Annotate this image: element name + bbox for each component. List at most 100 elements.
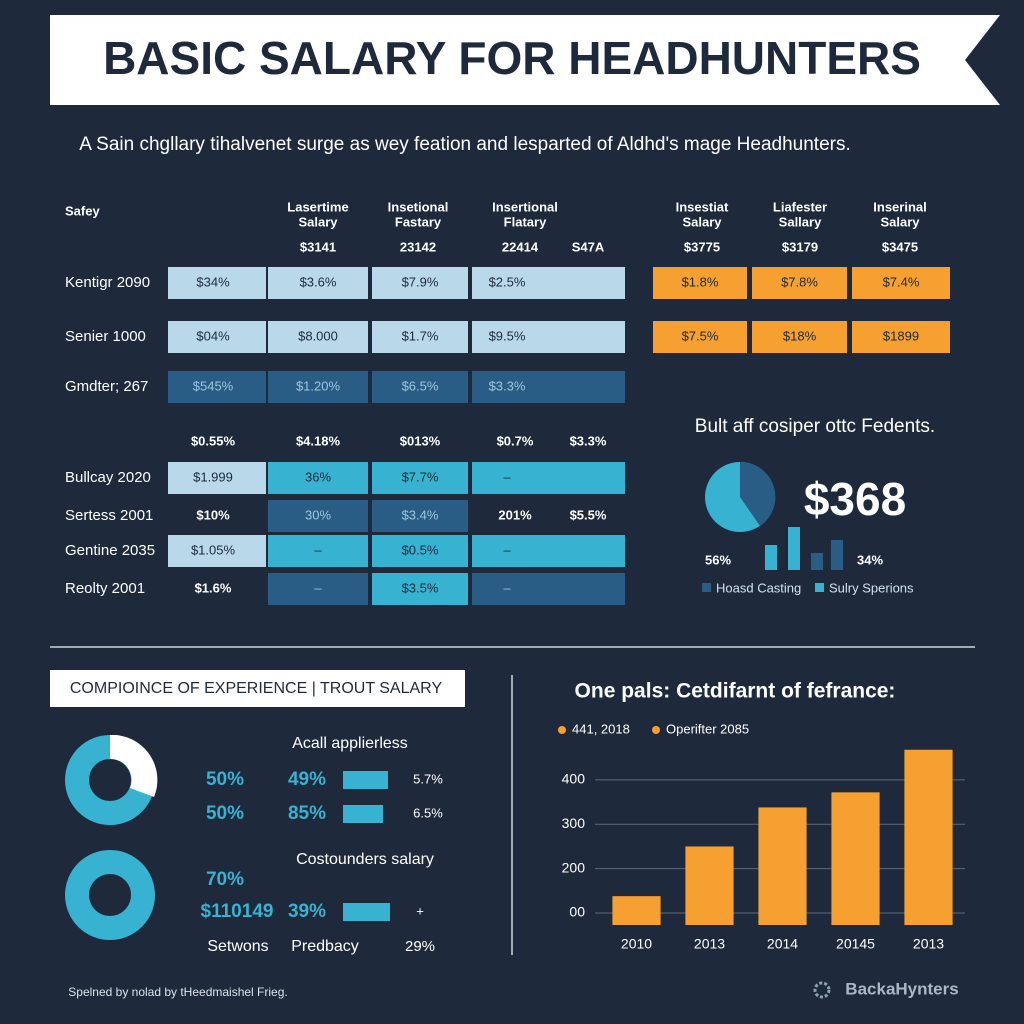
pct: $110149 <box>201 901 274 922</box>
section-title: COMPIOINCE OF EXPERIENCE | TROUT SALARY <box>70 680 443 697</box>
cell-text: $1899 <box>883 328 919 343</box>
row-label: Reolty 2001 <box>65 580 145 597</box>
x-tick-label: 2010 <box>621 936 652 952</box>
cell <box>168 267 266 299</box>
cell <box>852 321 950 353</box>
cell-text: $8.000 <box>298 328 338 343</box>
legend-dot <box>652 726 660 734</box>
x-tick-label: 2013 <box>913 936 944 952</box>
cell-text: $7.7% <box>402 469 439 484</box>
legend-label: 441, 2018 <box>572 721 630 736</box>
cell <box>372 462 468 494</box>
subheader: $3775 <box>684 239 720 254</box>
pct: 85% <box>288 803 326 824</box>
y-tick-label: 400 <box>562 771 586 787</box>
heading: Costounders salary <box>296 851 434 868</box>
cell <box>168 535 266 567</box>
row-label: Senier 1000 <box>65 328 146 345</box>
table-corner: Safey <box>65 203 100 218</box>
column-header: Liafester <box>773 199 827 214</box>
heading: Acall applierless <box>292 735 408 752</box>
subheader: $3.3% <box>570 433 607 448</box>
cell-text: $18% <box>783 328 817 343</box>
subheader: S47A <box>572 239 605 254</box>
cell <box>472 462 625 494</box>
cell-text: $34% <box>196 274 230 289</box>
cell-text: – <box>503 542 511 557</box>
cell <box>653 267 747 299</box>
cell-text: 36% <box>305 469 331 484</box>
x-tick-label: 2014 <box>767 936 798 952</box>
legend-swatch <box>815 583 824 592</box>
column-header: Insertional <box>492 199 558 214</box>
bar <box>612 896 661 925</box>
brand: BackaHynters <box>845 979 958 998</box>
pct: 49% <box>288 769 326 790</box>
legend-label: Operifter 2085 <box>666 721 749 736</box>
panel-right-pct: 34% <box>857 552 883 567</box>
x-tick-label: 20145 <box>836 936 875 952</box>
cell <box>168 462 266 494</box>
bar-swatch <box>343 903 390 921</box>
row-label: Sertess 2001 <box>65 507 153 524</box>
y-tick-label: 300 <box>562 815 586 831</box>
pct: 70% <box>206 869 244 890</box>
subheader: $0.55% <box>191 433 236 448</box>
bar <box>831 792 880 925</box>
big-value: $368 <box>804 473 906 525</box>
cell-text: $7.9% <box>402 274 439 289</box>
cell-text: – <box>314 580 322 595</box>
cell <box>372 371 468 403</box>
cell <box>268 500 368 532</box>
cell-text: $0.5% <box>402 542 439 557</box>
cell <box>852 267 950 299</box>
pct: 39% <box>288 901 326 922</box>
pct: 6.5% <box>413 805 443 820</box>
subtitle: A Sain chgllary tihalvenet surge as wey … <box>79 134 851 155</box>
bar <box>685 846 734 925</box>
mini-bar <box>811 553 823 570</box>
cell-text: $6.5% <box>402 378 439 393</box>
column-header: Salary <box>880 214 920 229</box>
cell <box>752 321 847 353</box>
label: Setwons <box>207 938 268 955</box>
subheader: $3141 <box>300 239 336 254</box>
legend-label: Sulry Sperions <box>829 580 914 595</box>
column-header: Fastary <box>395 214 442 229</box>
cell-text: $3.5% <box>402 580 439 595</box>
bar-swatch <box>343 805 383 823</box>
bar <box>904 749 953 925</box>
cell <box>472 371 625 403</box>
title-banner <box>50 15 1000 105</box>
donut <box>65 850 155 940</box>
column-header: Lasertime <box>287 199 348 214</box>
row-label: Bullcay 2020 <box>65 469 151 486</box>
pct: 50% <box>206 769 244 790</box>
cell-text: $10% <box>196 507 230 522</box>
mini-bar <box>788 527 800 570</box>
legend-swatch <box>702 583 711 592</box>
cell <box>752 267 847 299</box>
cell-text: $545% <box>193 378 234 393</box>
donut-slice <box>110 734 158 797</box>
cell-text: $1.8% <box>682 274 719 289</box>
cell <box>168 321 266 353</box>
cell <box>472 573 625 605</box>
cell-text: $1.05% <box>191 542 236 557</box>
legend-dot <box>558 726 566 734</box>
cell-text: $1.999 <box>193 469 233 484</box>
bar <box>758 807 807 925</box>
column-header: Inserinal <box>873 199 926 214</box>
cell <box>268 371 368 403</box>
cell <box>168 371 266 403</box>
pct: 5.7% <box>413 771 443 786</box>
cell-text: – <box>314 542 322 557</box>
cell <box>372 573 468 605</box>
cell <box>472 535 625 567</box>
cell <box>372 500 468 532</box>
mini-bar <box>831 540 843 570</box>
pie-slice <box>740 461 776 526</box>
y-tick-label: 00 <box>569 904 585 920</box>
